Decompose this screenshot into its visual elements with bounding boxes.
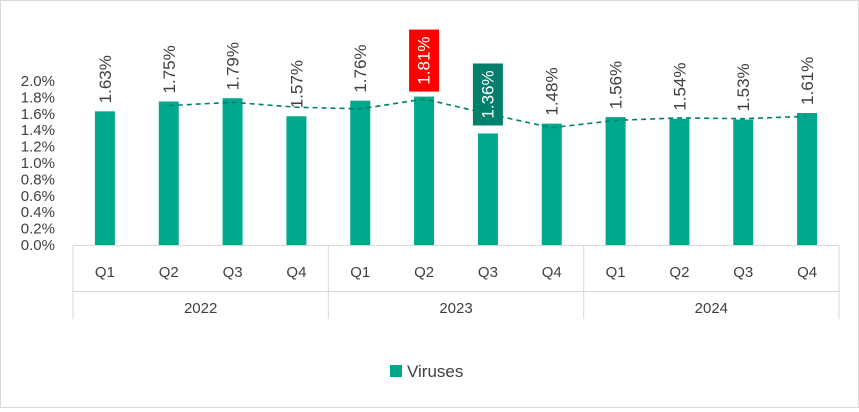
data-label: 1.56% (607, 61, 626, 109)
bar (605, 117, 626, 245)
bar (541, 123, 562, 245)
x-tick-label: Q1 (606, 264, 626, 281)
y-tick-label: 0.6% (21, 188, 55, 205)
data-label: 1.36% (478, 70, 497, 118)
data-label: 1.63% (96, 55, 115, 103)
x-tick-label: Q4 (286, 264, 306, 281)
x-tick-label: Q1 (95, 264, 115, 281)
bar (286, 116, 307, 245)
legend-swatch (390, 365, 402, 377)
data-label: 1.81% (415, 36, 434, 84)
bar (797, 112, 818, 245)
data-label: 1.61% (798, 57, 817, 105)
y-tick-label: 1.8% (21, 89, 55, 106)
y-tick-label: 1.6% (21, 106, 55, 123)
x-tick-label: Q1 (350, 264, 370, 281)
highlight-label-box (472, 63, 503, 126)
bar (733, 119, 754, 245)
y-tick-label: 1.2% (21, 139, 55, 156)
x-group-label: 2024 (695, 300, 728, 317)
data-label: 1.54% (670, 63, 689, 111)
y-tick-label: 0.2% (21, 221, 55, 238)
x-group-label: 2023 (439, 300, 472, 317)
bar (94, 111, 115, 245)
x-tick-label: Q4 (797, 264, 817, 281)
bar (414, 96, 435, 245)
bar (477, 133, 498, 245)
data-label: 1.57% (287, 60, 306, 108)
data-label: 1.53% (734, 63, 753, 111)
x-tick-label: Q3 (733, 264, 753, 281)
y-tick-label: 1.0% (21, 155, 55, 172)
x-tick-label: Q3 (223, 264, 243, 281)
data-label: 1.79% (224, 42, 243, 90)
data-label: 1.48% (543, 67, 562, 115)
bar (350, 100, 371, 246)
bar (158, 101, 179, 245)
x-tick-label: Q4 (542, 264, 562, 281)
x-tick-label: Q2 (669, 264, 689, 281)
x-group-label: 2022 (184, 300, 217, 317)
y-tick-label: 2.0% (21, 73, 55, 90)
y-tick-label: 1.4% (21, 122, 55, 139)
bar (669, 118, 690, 245)
x-tick-label: Q2 (414, 264, 434, 281)
data-label: 1.76% (351, 44, 370, 92)
y-tick-label: 0.0% (21, 237, 55, 254)
x-tick-label: Q2 (159, 264, 179, 281)
y-tick-label: 0.8% (21, 171, 55, 188)
bar (222, 98, 243, 245)
data-label: 1.75% (160, 45, 179, 93)
y-tick-label: 0.4% (21, 204, 55, 221)
legend-label: Viruses (407, 362, 463, 381)
highlight-label-box (409, 29, 440, 92)
x-tick-label: Q3 (478, 264, 498, 281)
